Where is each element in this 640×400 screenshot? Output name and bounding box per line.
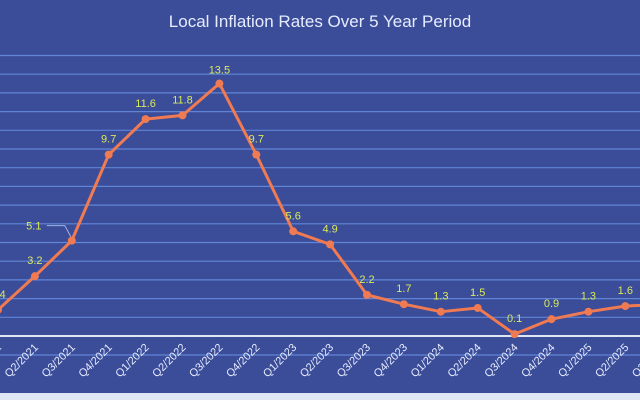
leader-line (46, 225, 72, 237)
data-label: 1.5 (470, 287, 485, 299)
data-label: 4.9 (322, 223, 337, 235)
data-label: 1.6 (618, 285, 633, 297)
data-point (0, 306, 2, 314)
x-tick-label: Q3/2024 (482, 342, 520, 380)
data-point (326, 240, 335, 249)
x-tick-label: Q2/2024 (445, 342, 483, 380)
data-point (141, 115, 150, 124)
x-tick-label: Q1/2024 (409, 342, 447, 380)
data-label: 1.3 (433, 291, 448, 303)
data-point (510, 330, 519, 339)
data-point (67, 236, 76, 245)
data-point (289, 227, 298, 236)
x-tick-label: Q3/2023 (335, 342, 373, 380)
x-tick-label: Q4/2023 (372, 342, 410, 380)
data-point (215, 79, 224, 88)
data-label: 11.8 (172, 94, 193, 106)
x-tick-label: Q3/2022 (187, 342, 225, 380)
x-tick-label: Q2/2022 (150, 342, 188, 380)
series-line (0, 82, 640, 336)
x-tick-label: Q4/2021 (76, 342, 114, 380)
data-point (104, 150, 113, 159)
data-point (30, 272, 39, 281)
x-tick-label: Q2/2023 (298, 342, 336, 380)
data-label: 9.7 (249, 134, 264, 146)
x-tick-label: Q1/2022 (113, 342, 151, 380)
x-tick-label: Q3/2025 (630, 342, 640, 380)
x-tick-label: Q4/2024 (519, 342, 557, 380)
x-tick-label: Q3/2021 (40, 342, 78, 380)
x-tick-label: Q2/2021 (3, 342, 41, 380)
data-point (252, 150, 261, 159)
data-label: 3.2 (27, 255, 42, 267)
x-tick-label: Q1/2025 (556, 342, 594, 380)
data-point (547, 315, 556, 324)
data-label: 9.7 (101, 134, 116, 146)
data-point (363, 290, 371, 299)
x-tick-label: Q1/2023 (261, 342, 299, 380)
x-tick-label: Q1/2021 (0, 342, 4, 380)
x-tick-label: Q4/2022 (224, 342, 262, 380)
data-label: 0.9 (544, 298, 559, 310)
data-label: 5.6 (286, 210, 301, 222)
data-label: 1.3 (581, 291, 596, 303)
data-label: 1.4 (0, 289, 6, 301)
chart-title: Local Inflation Rates Over 5 Year Period (168, 12, 472, 31)
data-point (621, 302, 630, 311)
data-label: 2.2 (359, 274, 374, 286)
data-point (473, 303, 482, 312)
data-label: 1.7 (396, 283, 411, 295)
data-label: 13.5 (209, 65, 230, 77)
data-point (436, 307, 445, 316)
bottom-border (0, 393, 640, 400)
data-point (399, 300, 408, 309)
data-point (178, 111, 187, 120)
data-label: 11.6 (135, 98, 156, 110)
data-label: 5.1 (26, 221, 41, 233)
x-tick-label: Q2/2025 (593, 342, 631, 380)
data-label: 0.1 (507, 313, 522, 325)
data-point (584, 307, 593, 316)
